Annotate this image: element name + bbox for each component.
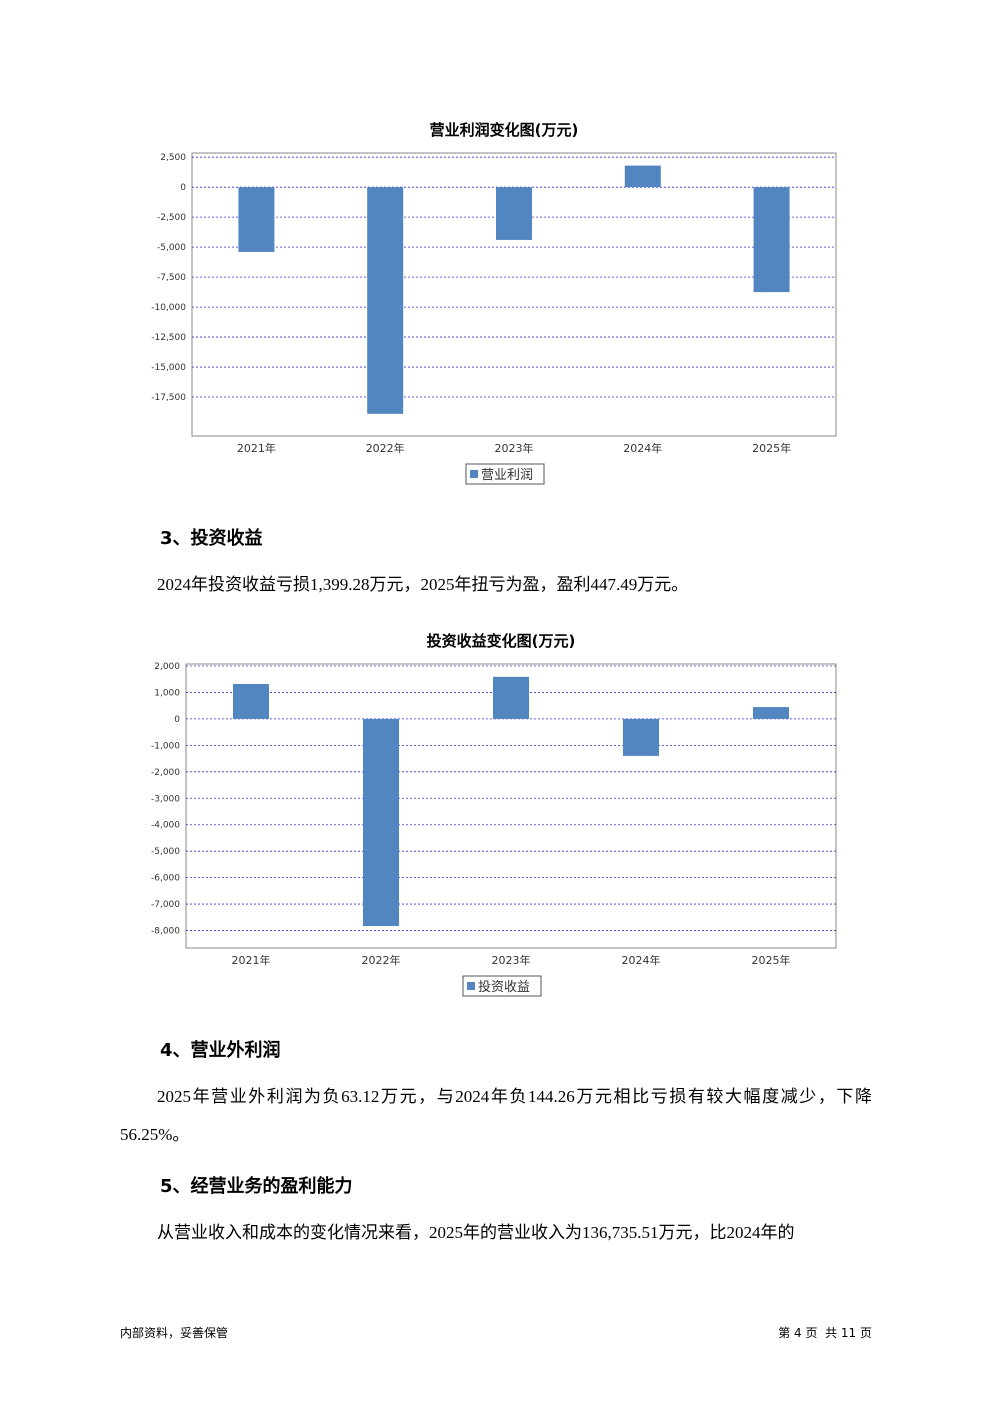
chart: 投资收益变化图(万元) 2,000 1,000 0 -1,000 -2,000 -3,000…	[151, 632, 837, 997]
bar	[363, 718, 399, 927]
legend-swatch	[467, 982, 475, 990]
y-tick-label: -17,500	[151, 393, 186, 403]
bar	[623, 718, 659, 756]
y-tick-label: -8,000	[151, 927, 180, 937]
y-tick-label: 0	[174, 715, 180, 725]
legend-box	[462, 975, 542, 997]
legend-box	[465, 463, 545, 485]
y-tick-label: -2,000	[151, 768, 180, 778]
x-tick-label: 2025年	[752, 953, 791, 967]
y-tick-label: -6,000	[151, 874, 180, 884]
paragraph: 2025年营业外利润为负63.12万元，与2024年负144.26万元相比亏损有…	[120, 1087, 872, 1144]
y-tick-label: 2,000	[154, 662, 180, 672]
bar	[753, 187, 790, 293]
chart-title: 投资收益变化图(万元)	[427, 632, 576, 650]
y-tick-label: -5,000	[151, 847, 180, 857]
y-tick-label: -5,000	[157, 243, 186, 253]
y-tick-label: -15,000	[151, 363, 186, 373]
y-tick-label: -2,500	[157, 213, 186, 223]
chart: 营业利润变化图(万元) 2,500 0 -2,500 -5,000 -7,500 -10,0…	[151, 121, 837, 485]
x-tick-label: 2025年	[752, 441, 791, 455]
footer-left: 内部资料，妥善保管	[120, 1326, 229, 1340]
y-tick-label: -1,000	[151, 741, 180, 751]
x-tick-label: 2021年	[232, 953, 271, 967]
x-tick-label: 2022年	[362, 953, 401, 967]
paragraph: 从营业收入和成本的变化情况来看，2025年的营业收入为136,735.51万元，…	[157, 1223, 795, 1242]
legend-swatch	[470, 470, 478, 478]
paragraph: 2024年投资收益亏损1,399.28万元，2025年扭亏为盈，盈利447.49…	[157, 575, 689, 594]
x-tick-label: 2023年	[495, 441, 534, 455]
footer-right: 第 4 页 共 11 页	[778, 1326, 872, 1340]
y-tick-label: 1,000	[154, 688, 180, 698]
y-tick-label: -7,500	[157, 273, 186, 283]
bar	[753, 707, 789, 719]
y-tick-label: -4,000	[151, 821, 180, 831]
bar	[238, 187, 275, 252]
y-tick-label: -12,500	[151, 333, 186, 343]
bar	[624, 165, 661, 188]
x-tick-label: 2024年	[623, 441, 662, 455]
bar	[233, 683, 269, 719]
y-tick-label: 0	[180, 183, 186, 193]
x-tick-label: 2024年	[622, 953, 661, 967]
heading: 4、营业外利润	[160, 1040, 281, 1061]
plot-area	[185, 663, 837, 949]
heading: 3、投资收益	[160, 528, 263, 549]
legend-label: 投资收益	[478, 979, 530, 995]
chart-title: 营业利润变化图(万元)	[430, 121, 579, 139]
heading: 5、经营业务的盈利能力	[160, 1176, 353, 1197]
bar	[496, 187, 532, 240]
legend-label: 营业利润	[481, 468, 533, 483]
x-tick-label: 2022年	[366, 441, 405, 455]
x-tick-label: 2023年	[492, 953, 531, 967]
y-tick-label: -3,000	[151, 794, 180, 804]
y-tick-label: -7,000	[151, 900, 180, 910]
y-tick-label: -10,000	[151, 303, 186, 313]
x-tick-label: 2021年	[237, 441, 276, 455]
bar	[367, 187, 404, 414]
bar	[493, 676, 529, 719]
y-tick-label: 2,500	[160, 153, 186, 163]
plot-area	[191, 152, 837, 437]
